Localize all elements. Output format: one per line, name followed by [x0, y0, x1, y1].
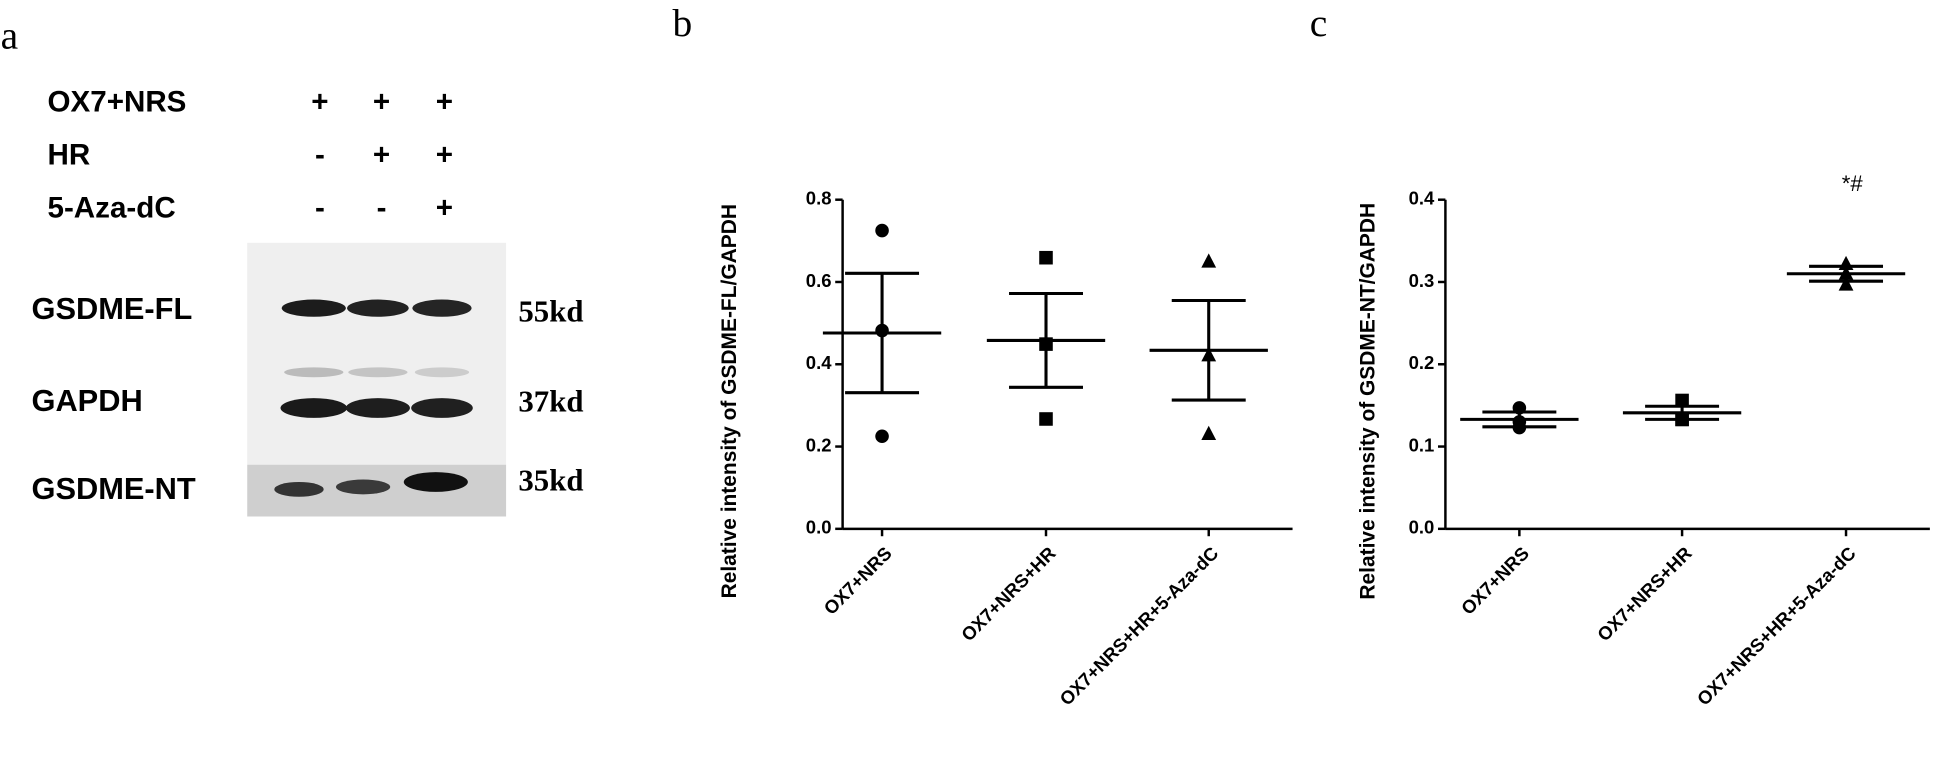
y-tick-label: 0.4 — [806, 352, 832, 373]
data-point — [1201, 425, 1217, 440]
y-tick-label: 0.6 — [806, 270, 832, 291]
data-point — [875, 223, 889, 238]
band-label: GSDME-NT — [31, 471, 195, 506]
data-point — [1838, 276, 1854, 291]
panel-label: c — [1310, 1, 1328, 45]
x-tick-label: OX7+NRS — [1457, 542, 1533, 618]
panel-label: b — [673, 1, 693, 45]
band-size: 35kd — [518, 463, 583, 497]
y-axis-label: Relative intensity of GSDME-NT/GAPDH — [1357, 203, 1380, 600]
treatment-sign: + — [436, 138, 453, 171]
band-size: 37kd — [518, 384, 583, 418]
data-point — [875, 429, 889, 444]
treatment-sign: + — [436, 191, 453, 224]
band-label: GSDME-FL — [31, 291, 192, 326]
y-tick-label: 0.2 — [1409, 352, 1435, 373]
y-tick-label: 0.2 — [806, 434, 832, 455]
y-tick-label: 0.0 — [806, 517, 832, 538]
treatment-label: 5-Aza-dC — [48, 191, 176, 224]
data-point — [1675, 393, 1689, 408]
y-tick-label: 0.4 — [1409, 188, 1435, 209]
y-tick-label: 0.1 — [1409, 434, 1435, 455]
data-point — [1201, 253, 1217, 268]
band-size: 55kd — [518, 294, 583, 328]
x-tick-label: OX7+NRS+HR+5-Aza-dC — [1693, 542, 1860, 709]
treatment-sign: - — [315, 191, 325, 224]
panel-label: a — [1, 13, 19, 57]
x-tick-label: OX7+NRS+HR — [1593, 542, 1696, 645]
treatment-sign: + — [373, 85, 390, 118]
treatment-sign: - — [377, 191, 387, 224]
treatment-label: OX7+NRS — [48, 85, 187, 118]
treatment-sign: - — [315, 138, 325, 171]
treatment-sign: + — [436, 85, 453, 118]
data-point — [1039, 250, 1053, 265]
x-tick-label: OX7+NRS — [820, 542, 896, 618]
treatment-label: HR — [48, 138, 91, 171]
y-tick-label: 0.0 — [1409, 517, 1435, 538]
treatment-sign: + — [311, 85, 328, 118]
treatment-sign: + — [373, 138, 390, 171]
blot-image — [247, 242, 507, 517]
annotation: *# — [1842, 171, 1864, 196]
data-point — [1039, 412, 1053, 426]
y-tick-label: 0.8 — [806, 188, 832, 209]
x-tick-label: OX7+NRS+HR — [957, 542, 1060, 645]
band-label: GAPDH — [31, 383, 142, 418]
y-tick-label: 0.3 — [1409, 270, 1435, 291]
x-tick-label: OX7+NRS+HR+5-Aza-dC — [1055, 542, 1222, 709]
y-axis-label: Relative intensity of GSDME-FL/GAPDH — [718, 204, 741, 598]
